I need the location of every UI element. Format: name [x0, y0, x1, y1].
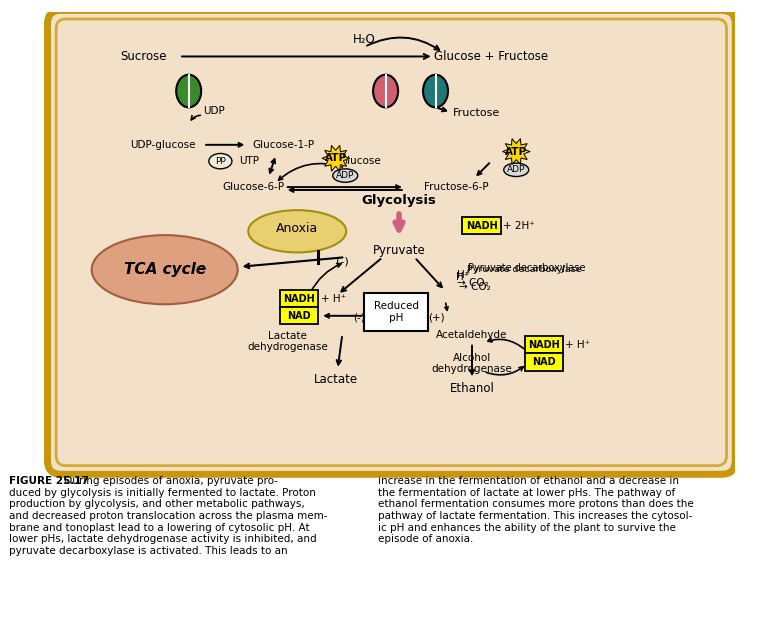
Text: Ethanol: Ethanol	[449, 383, 494, 396]
Ellipse shape	[333, 169, 358, 182]
Text: Reduced: Reduced	[374, 301, 419, 311]
Text: NADH: NADH	[528, 340, 560, 350]
Text: + H⁺: + H⁺	[565, 340, 591, 350]
Text: Fructose: Fructose	[453, 108, 500, 118]
Text: PP: PP	[215, 157, 225, 165]
Text: Glucose-6-P: Glucose-6-P	[222, 182, 284, 192]
Polygon shape	[322, 146, 349, 171]
Text: NAD: NAD	[287, 311, 311, 321]
Ellipse shape	[248, 210, 346, 253]
Text: NADH: NADH	[466, 221, 497, 231]
Text: Pyruvate: Pyruvate	[373, 244, 426, 257]
Text: (-): (-)	[335, 256, 348, 266]
Text: Glucose + Fructose: Glucose + Fructose	[434, 50, 549, 63]
Text: During episodes of anoxia, pyruvate pro-
duced by glycolysis is initially fermen: During episodes of anoxia, pyruvate pro-…	[9, 476, 328, 556]
Text: Acetaldehyde: Acetaldehyde	[436, 330, 508, 340]
Text: ADP: ADP	[336, 171, 354, 180]
FancyBboxPatch shape	[280, 307, 319, 325]
Text: Fructose-6-P: Fructose-6-P	[424, 182, 489, 192]
Text: → CO₂: → CO₂	[457, 278, 488, 288]
Text: Glucose-1-P: Glucose-1-P	[253, 140, 315, 150]
FancyBboxPatch shape	[47, 11, 735, 475]
Text: ATP: ATP	[325, 153, 347, 164]
Text: increase in the fermentation of ethanol and a decrease in
the fermentation of la: increase in the fermentation of ethanol …	[378, 476, 694, 544]
Text: UDP: UDP	[203, 106, 225, 116]
Text: Lactate: Lactate	[268, 331, 307, 341]
Polygon shape	[503, 139, 529, 164]
Text: UTP: UTP	[240, 156, 260, 166]
Text: ATP: ATP	[505, 147, 527, 157]
Text: (+): (+)	[428, 313, 445, 323]
FancyBboxPatch shape	[525, 353, 563, 371]
Ellipse shape	[209, 154, 232, 169]
Text: H⁺: H⁺	[457, 271, 470, 281]
Text: + H⁺: + H⁺	[321, 294, 346, 304]
Text: TCA cycle: TCA cycle	[124, 262, 206, 277]
Text: → CO₂: → CO₂	[458, 282, 490, 292]
Text: NAD: NAD	[533, 357, 556, 367]
FancyBboxPatch shape	[462, 217, 501, 234]
Text: dehydrogenase: dehydrogenase	[432, 364, 513, 374]
Ellipse shape	[503, 163, 529, 177]
Text: Glycolysis: Glycolysis	[361, 194, 436, 207]
FancyBboxPatch shape	[280, 290, 319, 307]
Text: ADP: ADP	[507, 165, 526, 174]
Text: H⁺: H⁺	[455, 272, 469, 282]
Text: (-): (-)	[353, 313, 364, 323]
Text: Pyruvate decarboxylase: Pyruvate decarboxylase	[468, 262, 586, 273]
FancyBboxPatch shape	[525, 336, 563, 353]
Text: Alcohol: Alcohol	[453, 353, 491, 363]
Ellipse shape	[423, 75, 448, 108]
Text: NADH: NADH	[283, 294, 315, 304]
Ellipse shape	[176, 75, 201, 108]
Text: dehydrogenase: dehydrogenase	[248, 341, 328, 351]
Text: Sucrose: Sucrose	[120, 50, 167, 63]
Text: + 2H⁺: + 2H⁺	[503, 221, 535, 231]
Text: Lactate: Lactate	[313, 373, 358, 386]
Text: UDP-glucose: UDP-glucose	[130, 140, 196, 150]
Text: Glucose: Glucose	[340, 156, 381, 166]
Text: pH: pH	[389, 313, 403, 323]
FancyBboxPatch shape	[364, 293, 428, 331]
Text: Pyruvate decarboxylase: Pyruvate decarboxylase	[468, 265, 582, 274]
Text: FIGURE 25.17: FIGURE 25.17	[9, 476, 89, 486]
Text: Anoxia: Anoxia	[276, 222, 319, 235]
Ellipse shape	[373, 75, 398, 108]
Text: H₂O: H₂O	[353, 33, 376, 45]
Ellipse shape	[92, 235, 238, 304]
